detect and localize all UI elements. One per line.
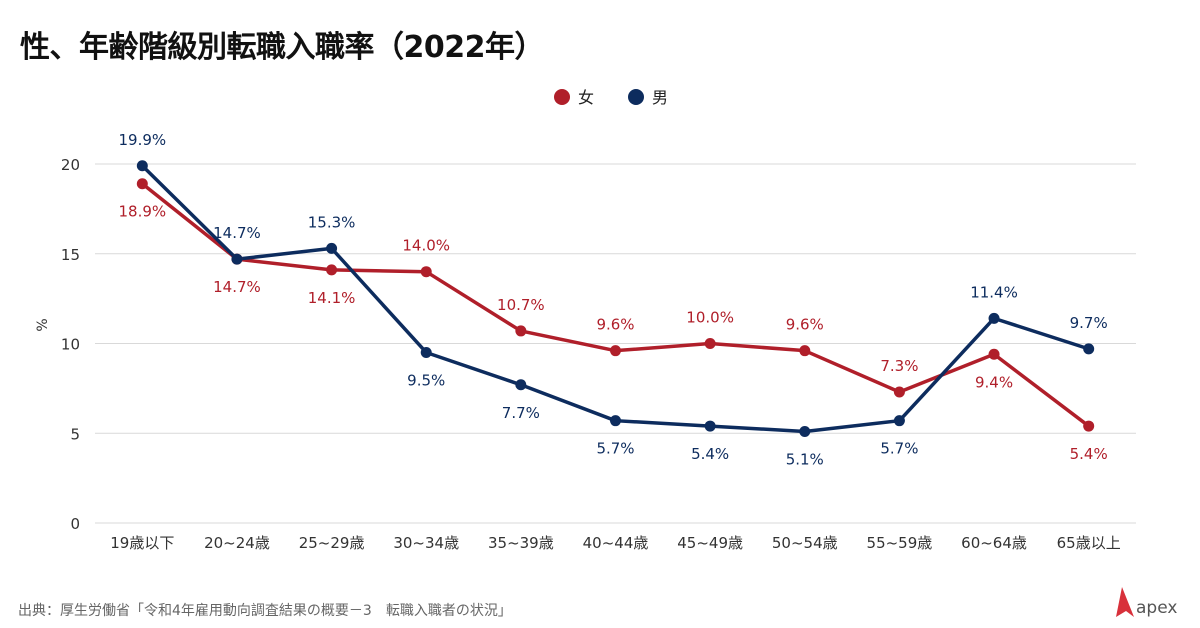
x-tick-label: 40~44歳 (583, 534, 649, 552)
series-line-男 (141, 164, 1090, 434)
x-tick-label: 35~39歳 (488, 534, 554, 552)
series-line-女 (141, 182, 1090, 428)
data-point (893, 386, 905, 398)
x-tick-label: 30~34歳 (393, 534, 459, 552)
data-label: 18.9% (118, 203, 166, 221)
data-point (136, 178, 148, 190)
data-point (420, 346, 432, 358)
data-point (231, 253, 243, 265)
data-point (610, 415, 621, 427)
y-tick-label: 20 (61, 156, 80, 174)
data-label: 15.3% (308, 213, 356, 231)
data-label: 14.7% (213, 224, 261, 242)
logo-text: apex (1136, 598, 1178, 618)
data-label: 14.0% (402, 237, 450, 255)
legend-label: 男 (652, 88, 668, 107)
data-label: 19.9% (118, 131, 166, 149)
data-point (893, 415, 905, 427)
logo-mark-icon (1116, 587, 1134, 617)
data-point (799, 345, 811, 357)
legend-marker (628, 89, 644, 105)
data-point (515, 379, 527, 391)
data-point (326, 264, 338, 276)
legend-marker (554, 89, 570, 105)
x-tick-label: 25~29歳 (299, 534, 365, 552)
data-point (610, 345, 621, 357)
legend-label: 女 (578, 88, 594, 107)
data-point (1083, 343, 1095, 355)
data-label: 9.7% (1070, 314, 1108, 332)
data-label: 14.7% (213, 278, 261, 296)
data-label: 5.7% (596, 440, 634, 458)
data-point (420, 266, 432, 278)
data-label: 5.1% (786, 450, 824, 468)
x-tick-label: 55~59歳 (867, 534, 933, 552)
data-label: 7.7% (502, 404, 540, 422)
y-tick-label: 15 (61, 246, 80, 264)
data-label: 9.5% (407, 371, 445, 389)
x-tick-label: 60~64歳 (961, 534, 1027, 552)
data-label: 10.7% (497, 296, 545, 314)
data-label: 5.4% (1070, 445, 1108, 463)
x-tick-label: 45~49歳 (677, 534, 743, 552)
data-label: 9.4% (975, 373, 1013, 391)
x-tick-label: 65歳以上 (1057, 534, 1121, 552)
apex-logo: apex (1112, 587, 1177, 617)
data-point (326, 242, 338, 254)
data-label: 9.6% (596, 316, 634, 334)
data-point (704, 420, 716, 432)
data-point (988, 312, 1000, 324)
data-point (136, 160, 148, 172)
data-label: 11.4% (970, 283, 1018, 301)
data-point (799, 425, 811, 437)
data-point (704, 338, 716, 349)
data-label: 14.1% (308, 289, 356, 307)
data-point (988, 348, 1000, 360)
data-label: 5.7% (880, 440, 918, 458)
x-tick-label: 19歳以下 (110, 534, 174, 552)
data-label: 10.0% (686, 309, 734, 327)
data-point (515, 325, 527, 337)
y-axis-label: % (35, 318, 51, 331)
x-tick-label: 50~54歳 (772, 534, 838, 552)
data-point (1083, 420, 1095, 432)
source-note: 出典：厚生労働省「令和4年雇用動向調査結果の概要－3 転職入職者の状況」 (18, 603, 512, 619)
y-tick-label: 5 (70, 425, 80, 443)
data-label: 7.3% (880, 357, 918, 375)
data-label: 5.4% (691, 445, 729, 463)
y-tick-label: 10 (61, 336, 80, 354)
x-tick-label: 20~24歳 (204, 534, 270, 552)
y-tick-label: 0 (70, 515, 80, 533)
chart-title: 性、年齢階級別転職入職率（2022年） (20, 30, 545, 65)
data-label: 9.6% (786, 316, 824, 334)
